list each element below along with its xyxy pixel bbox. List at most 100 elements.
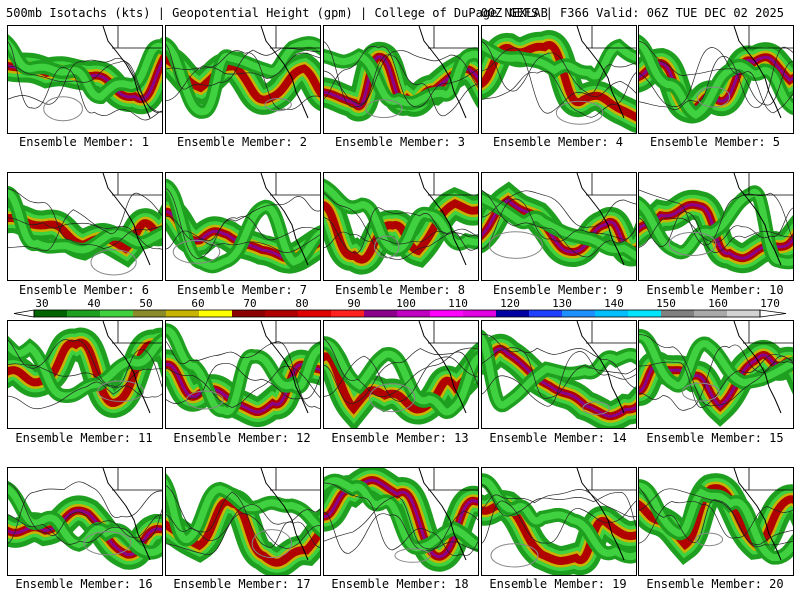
isotach-band (482, 42, 636, 80)
height-contour (639, 211, 793, 254)
height-contour (8, 363, 162, 398)
coastline (418, 468, 467, 561)
gray-contour (172, 239, 221, 264)
colorbar-swatch (529, 310, 563, 317)
colorbar-label: 130 (552, 297, 572, 310)
ensemble-member-label: Ensemble Member: 2 (176, 135, 308, 149)
height-contour (8, 60, 162, 113)
colorbar-swatch (397, 310, 431, 317)
country-border (428, 468, 478, 491)
isotach-band (324, 339, 478, 416)
height-contour (166, 504, 320, 541)
coastline (576, 321, 625, 414)
ensemble-member-map (481, 320, 637, 429)
ensemble-member-label: Ensemble Member: 9 (492, 283, 624, 297)
country-border (270, 173, 320, 196)
header-title-right: 00Z GEFS | F366 Valid: 06Z TUE DEC 02 20… (480, 6, 784, 20)
isotach-map-svg (639, 321, 793, 427)
ensemble-member-label: Ensemble Member: 6 (18, 283, 150, 297)
height-contour (166, 513, 320, 555)
height-contour (639, 500, 793, 544)
ensemble-member-map (165, 320, 321, 429)
height-contour (324, 482, 478, 557)
coastline (260, 468, 309, 561)
coastline (733, 26, 782, 119)
isotach-band (8, 189, 162, 254)
height-contour (639, 40, 793, 106)
ensemble-member-label: Ensemble Member: 16 (15, 577, 153, 591)
colorbar-label: 70 (243, 297, 256, 310)
gray-contour (83, 531, 132, 556)
coastline (260, 321, 309, 414)
isotach-map-svg (482, 321, 636, 428)
isotach-map-svg (482, 173, 636, 268)
colorbar-swatch (331, 310, 365, 317)
height-contour (166, 44, 320, 90)
height-contour (482, 190, 636, 228)
coastline (260, 173, 309, 266)
isotach-map-svg (166, 321, 320, 427)
gray-contour (668, 231, 717, 257)
isotach-band (482, 476, 636, 561)
ensemble-member-label: Ensemble Member: 5 (649, 135, 781, 149)
ensemble-member-map (481, 467, 637, 576)
isotach-map-svg (166, 173, 320, 274)
gray-contour (695, 532, 724, 547)
ensemble-member-label: Ensemble Member: 13 (331, 431, 469, 445)
colorbar-swatch (67, 310, 101, 317)
height-contour (166, 230, 320, 253)
isotach-band (166, 39, 320, 115)
coastline (102, 173, 151, 266)
height-contour (639, 207, 793, 248)
isotach-band (639, 38, 793, 120)
colorbar-swatch (628, 310, 662, 317)
gray-contour (374, 235, 400, 259)
height-contour (482, 500, 636, 544)
ensemble-member-label: Ensemble Member: 20 (646, 577, 784, 591)
height-contour (8, 58, 162, 113)
isotach-map-svg (324, 321, 478, 428)
colorbar-outline (33, 309, 761, 318)
colorbar-swatch (364, 310, 398, 317)
height-contour (8, 482, 162, 538)
colorbar-swatch (496, 310, 530, 317)
colorbar-swatch (199, 310, 233, 317)
colorbar-label: 100 (396, 297, 416, 310)
isotach-band (639, 332, 793, 390)
colorbar-swatch (430, 310, 464, 317)
ensemble-member-map (7, 467, 163, 576)
isotach-band (324, 477, 478, 552)
ensemble-member-map (323, 467, 479, 576)
isotach-map-svg (639, 173, 793, 274)
isotach-band (8, 336, 162, 400)
colorbar-label: 110 (448, 297, 468, 310)
coastline (102, 26, 151, 119)
colorbar-label: 90 (347, 297, 360, 310)
ensemble-member-map (638, 172, 794, 281)
height-contour (8, 368, 162, 410)
ensemble-member-map (481, 25, 637, 134)
height-contour (166, 365, 320, 408)
ensemble-member-map (638, 25, 794, 134)
isotach-band (324, 182, 478, 253)
height-contour (482, 489, 636, 518)
coastline (733, 468, 782, 561)
ensemble-member-label: Ensemble Member: 8 (334, 283, 466, 297)
colorbar-label: 80 (295, 297, 308, 310)
gray-contour (555, 100, 604, 125)
ensemble-member-map (7, 25, 163, 134)
colorbar-swatch (265, 310, 299, 317)
country-border (270, 468, 320, 491)
colorbar-label: 170 (760, 297, 780, 310)
gray-contour (394, 548, 431, 563)
country-border (428, 26, 478, 49)
height-contour (166, 340, 320, 409)
isotach-band (482, 333, 636, 409)
ensemble-member-map (323, 25, 479, 134)
isotach-map-svg (482, 468, 636, 575)
colorbar-swatch (34, 310, 68, 317)
isotach-map-svg (482, 26, 636, 133)
ensemble-member-label: Ensemble Member: 14 (489, 431, 627, 445)
isotach-band (166, 478, 320, 543)
height-contour (166, 50, 320, 110)
